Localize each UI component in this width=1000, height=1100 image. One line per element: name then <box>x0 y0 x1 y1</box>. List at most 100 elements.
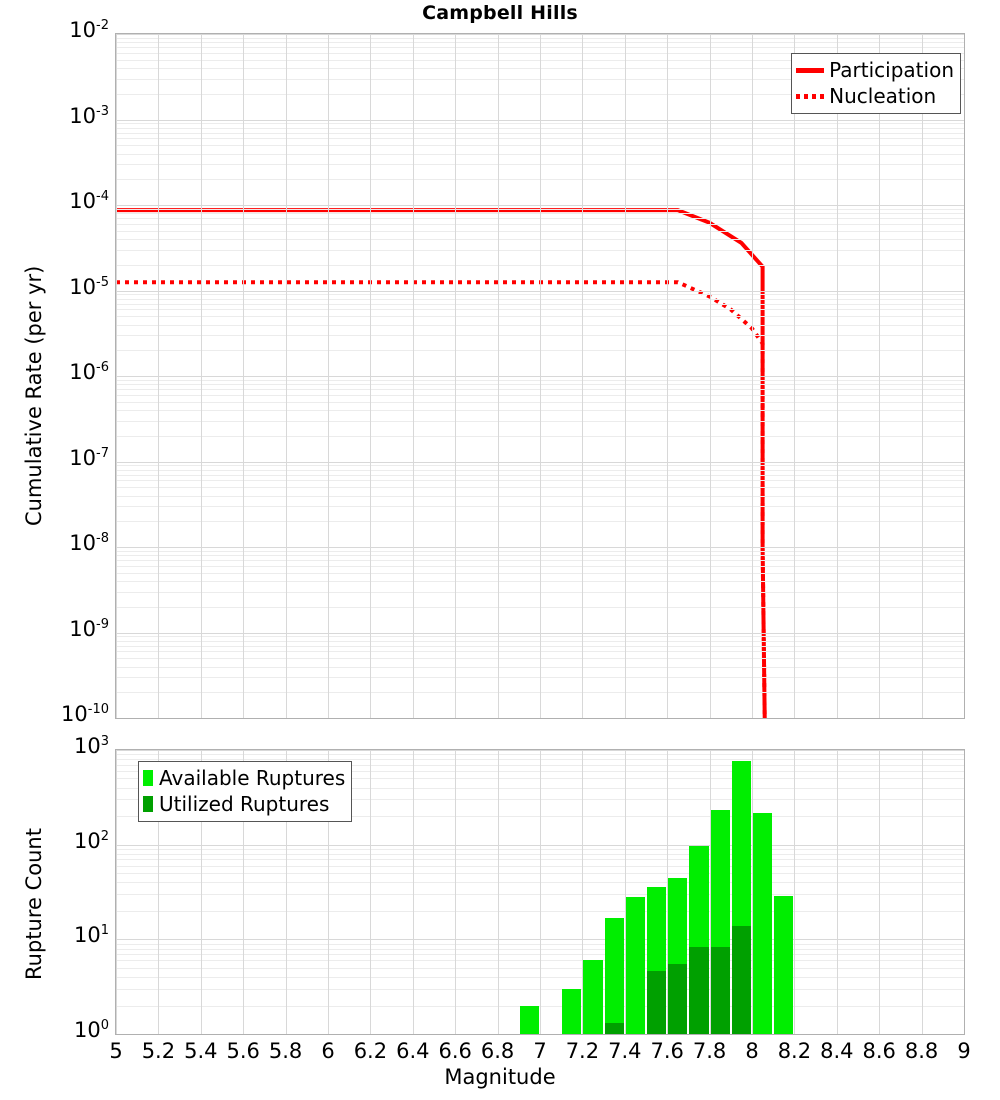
curve-nucleation <box>116 280 767 718</box>
bar-segment-utilized <box>668 963 688 1034</box>
gridline-vertical <box>667 750 669 1034</box>
x-tick-label: 6.2 <box>353 1039 388 1063</box>
histogram-bar <box>519 750 539 1034</box>
rupture-count-plot: Available Ruptures Utilized Ruptures <box>115 749 965 1035</box>
y-tick-label: 102 <box>73 828 109 853</box>
x-tick-label: 6.6 <box>438 1039 472 1063</box>
bar-segment-available <box>753 813 773 1034</box>
bar-segment-utilized <box>604 1023 624 1034</box>
page-title: Campbell Hills <box>422 2 578 24</box>
legend-rupture-count: Available Ruptures Utilized Ruptures <box>138 761 353 822</box>
gridline-vertical <box>709 34 711 718</box>
legend-item-participation: Participation <box>796 57 954 83</box>
gridline-vertical <box>752 750 753 1034</box>
top-plot-area <box>116 34 964 718</box>
gridline-vertical <box>328 34 329 718</box>
legend-label-available: Available Ruptures <box>159 766 346 790</box>
gridline-vertical <box>794 750 796 1034</box>
x-tick-label: 8.4 <box>820 1039 854 1063</box>
x-tick-label: 5.6 <box>226 1039 260 1063</box>
y-tick-label: 100 <box>73 1018 109 1042</box>
gridline-vertical <box>370 34 372 718</box>
bar-segment-utilized <box>689 947 709 1034</box>
x-tick-label: 5 <box>109 1039 123 1063</box>
y-tick-label: 10-5 <box>69 274 109 299</box>
x-tick-label: 7.4 <box>608 1039 642 1063</box>
y-tick-label: 10-2 <box>69 18 109 42</box>
gridline-vertical <box>285 34 287 718</box>
legend-label-utilized: Utilized Ruptures <box>159 792 330 816</box>
x-tick-label: 8.2 <box>777 1039 812 1063</box>
histogram-bar <box>583 750 603 1034</box>
legend-label-participation: Participation <box>829 58 954 82</box>
y-tick-label: 10-7 <box>69 445 109 470</box>
gridline-vertical <box>752 34 753 718</box>
legend-label-nucleation: Nucleation <box>829 84 937 108</box>
gridline-vertical <box>328 750 329 1034</box>
gridline-vertical <box>200 34 202 718</box>
histogram-bar <box>689 750 709 1034</box>
bottom-y-axis-title: Rupture Count <box>22 828 46 980</box>
x-tick-label: 6.8 <box>480 1039 515 1063</box>
y-tick-label: 10-10 <box>61 702 109 726</box>
x-tick-label: 7.8 <box>692 1039 727 1063</box>
histogram-bar <box>647 750 667 1034</box>
legend-item-available: Available Ruptures <box>143 765 345 791</box>
y-tick-label: 10-9 <box>69 616 109 641</box>
gridline-vertical <box>497 34 499 718</box>
top-y-axis-title: Cumulative Rate (per yr) <box>22 265 46 526</box>
x-tick-label: 7.2 <box>565 1039 600 1063</box>
histogram-bar <box>625 750 645 1034</box>
gridline-vertical <box>836 750 838 1034</box>
utilized-ruptures-swatch-icon <box>143 796 153 812</box>
bar-segment-available <box>625 897 645 1034</box>
x-tick-label: 9 <box>957 1039 971 1063</box>
histogram-bar <box>541 750 560 1034</box>
histogram-bar <box>562 750 582 1034</box>
gridline-vertical <box>116 34 117 718</box>
gridline-vertical <box>412 34 414 718</box>
gridline-vertical <box>158 750 160 1034</box>
gridline-vertical <box>836 34 838 718</box>
y-tick-label: 10-6 <box>69 360 109 384</box>
gridline-vertical <box>243 750 245 1034</box>
gridline-vertical <box>709 750 711 1034</box>
gridline-vertical <box>879 750 881 1034</box>
histogram-bar <box>774 750 794 1034</box>
bar-segment-available <box>604 917 624 1034</box>
x-tick-label: 8.6 <box>862 1039 896 1063</box>
bar-segment-utilized <box>647 971 667 1034</box>
bottom-plot-area <box>116 750 964 1034</box>
legend-item-nucleation: Nucleation <box>796 83 954 109</box>
bar-segment-utilized <box>731 925 751 1034</box>
x-tick-label: 8 <box>745 1039 759 1063</box>
x-tick-label: 7 <box>533 1039 547 1063</box>
gridline-vertical <box>794 34 796 718</box>
legend-cumulative-rate: Participation Nucleation <box>791 53 961 114</box>
y-tick-label: 103 <box>73 734 109 758</box>
gridline-vertical <box>624 34 626 718</box>
gridline-vertical <box>921 750 923 1034</box>
x-tick-label: 7.6 <box>650 1039 684 1063</box>
bar-segment-available <box>562 988 582 1034</box>
gridline-vertical <box>624 750 626 1034</box>
gridline-vertical <box>667 34 669 718</box>
gridline-vertical <box>370 750 372 1034</box>
gridline-vertical <box>243 34 245 718</box>
y-tick-label: 101 <box>73 923 109 948</box>
gridline-vertical <box>540 34 541 718</box>
gridline-vertical <box>412 750 414 1034</box>
gridline-vertical <box>497 750 499 1034</box>
gridline-vertical <box>455 34 457 718</box>
x-axis-title: Magnitude <box>444 1065 556 1089</box>
bar-segment-available <box>774 895 794 1034</box>
nucleation-dotted-swatch-icon <box>796 93 825 99</box>
legend-item-utilized: Utilized Ruptures <box>143 791 345 817</box>
histogram-bar <box>731 750 751 1034</box>
bar-segment-utilized <box>710 947 730 1034</box>
gridline-vertical <box>582 34 584 718</box>
histogram-bar <box>668 750 688 1034</box>
gridline-vertical <box>540 750 541 1034</box>
bar-segment-available <box>583 960 603 1034</box>
gridline-vertical <box>116 750 117 1034</box>
